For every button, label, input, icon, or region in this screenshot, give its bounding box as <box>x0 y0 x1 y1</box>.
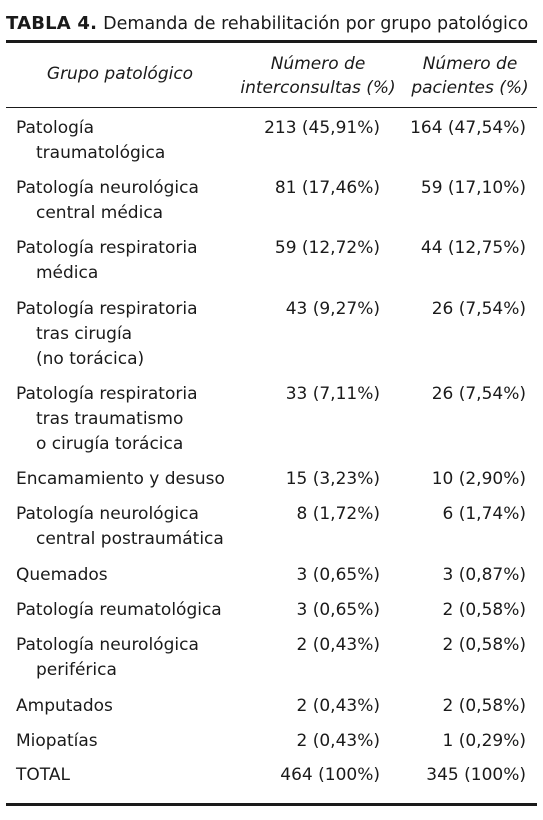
row-label-line: TOTAL <box>16 765 70 785</box>
table-number: TABLA 4. <box>6 13 98 34</box>
header-rule <box>6 107 537 108</box>
row-label: Encamamiento y desuso <box>16 467 241 492</box>
cell-pacientes: 10 (2,90%) <box>431 469 526 489</box>
row-label-line: Patología <box>16 118 95 138</box>
cell-pacientes: 1 (0,29%) <box>442 731 527 751</box>
row-label-line: o cirugía torácica <box>36 434 184 454</box>
cell-pacientes: 2 (0,58%) <box>442 635 527 655</box>
row-label-line: (no torácica) <box>36 349 145 369</box>
row-label-line: Encamamiento y desuso <box>16 469 225 489</box>
cell-pacientes: 2 (0,58%) <box>442 696 527 716</box>
row-label-line: Patología reumatológica <box>16 600 222 620</box>
top-rule <box>6 40 537 43</box>
row-label: Patología respiratoria médica <box>16 236 241 286</box>
cell-pacientes: 44 (12,75%) <box>420 238 526 258</box>
cell-interconsultas: 81 (17,46%) <box>274 178 380 198</box>
cell-interconsultas: 8 (1,72%) <box>296 504 381 524</box>
row-label-line: Patología respiratoria <box>16 238 198 258</box>
row-label: Patología neurológica periférica <box>16 633 241 683</box>
row-label-line: tras traumatismo <box>36 409 184 429</box>
cell-interconsultas: 3 (0,65%) <box>296 565 381 585</box>
row-label: Patología reumatológica <box>16 598 241 623</box>
cell-pacientes: 3 (0,87%) <box>442 565 527 585</box>
cell-interconsultas: 33 (7,11%) <box>285 384 380 404</box>
cell-pacientes: 2 (0,58%) <box>442 600 527 620</box>
row-label-line: central médica <box>36 203 164 223</box>
row-label-line: Patología neurológica <box>16 178 199 198</box>
row-label: Patología traumatológica <box>16 116 241 166</box>
row-label-line: Quemados <box>16 565 108 585</box>
cell-interconsultas: 15 (3,23%) <box>285 469 380 489</box>
cell-pacientes: 164 (47,54%) <box>410 118 526 138</box>
row-label: Patología neurológica central médica <box>16 176 241 226</box>
cell-interconsultas: 59 (12,72%) <box>274 238 380 258</box>
cell-interconsultas: 3 (0,65%) <box>296 600 381 620</box>
cell-interconsultas: 464 (100%) <box>280 765 380 785</box>
cell-interconsultas: 2 (0,43%) <box>296 696 381 716</box>
row-label-line: Miopatías <box>16 731 98 751</box>
row-label-line: tras cirugía <box>36 324 133 344</box>
row-label: Miopatías <box>16 729 241 754</box>
cell-pacientes: 345 (100%) <box>426 765 526 785</box>
row-label-line: central postraumática <box>36 529 224 549</box>
cell-interconsultas: 2 (0,43%) <box>296 635 381 655</box>
row-label-line: médica <box>36 263 99 283</box>
cell-pacientes: 59 (17,10%) <box>420 178 526 198</box>
row-label: Quemados <box>16 563 241 588</box>
header-interconsultas: Número de interconsultas (%) <box>240 54 396 98</box>
row-label: Patología respiratoria tras cirugía (no to… <box>16 297 241 372</box>
cell-pacientes: 6 (1,74%) <box>442 504 527 524</box>
cell-interconsultas: 43 (9,27%) <box>285 299 380 319</box>
row-label-line: Patología neurológica <box>16 504 199 524</box>
row-label-line: periférica <box>36 660 117 680</box>
header-pacientes: Número de pacientes (%) <box>411 54 529 98</box>
cell-pacientes: 26 (7,54%) <box>431 299 526 319</box>
row-label-line: Patología respiratoria <box>16 299 198 319</box>
bottom-rule <box>6 803 537 806</box>
row-label-line: traumatológica <box>36 143 166 163</box>
cell-pacientes: 26 (7,54%) <box>431 384 526 404</box>
cell-interconsultas: 213 (45,91%) <box>264 118 380 138</box>
header-group: Grupo patológico <box>46 64 194 84</box>
cell-interconsultas: 2 (0,43%) <box>296 731 381 751</box>
row-label: Amputados <box>16 694 241 719</box>
row-label-line: Patología respiratoria <box>16 384 198 404</box>
row-label: Patología neurológica central postraumáti… <box>16 502 241 552</box>
row-label-line: Amputados <box>16 696 113 716</box>
table-title: TABLA 4. Demanda de rehabilitación por gr… <box>6 10 537 38</box>
table-caption: Demanda de rehabilitación por grupo pato… <box>103 14 529 34</box>
row-label: TOTAL <box>16 763 241 788</box>
row-label: Patología respiratoria tras traumatismo o … <box>16 382 241 457</box>
row-label-line: Patología neurológica <box>16 635 199 655</box>
